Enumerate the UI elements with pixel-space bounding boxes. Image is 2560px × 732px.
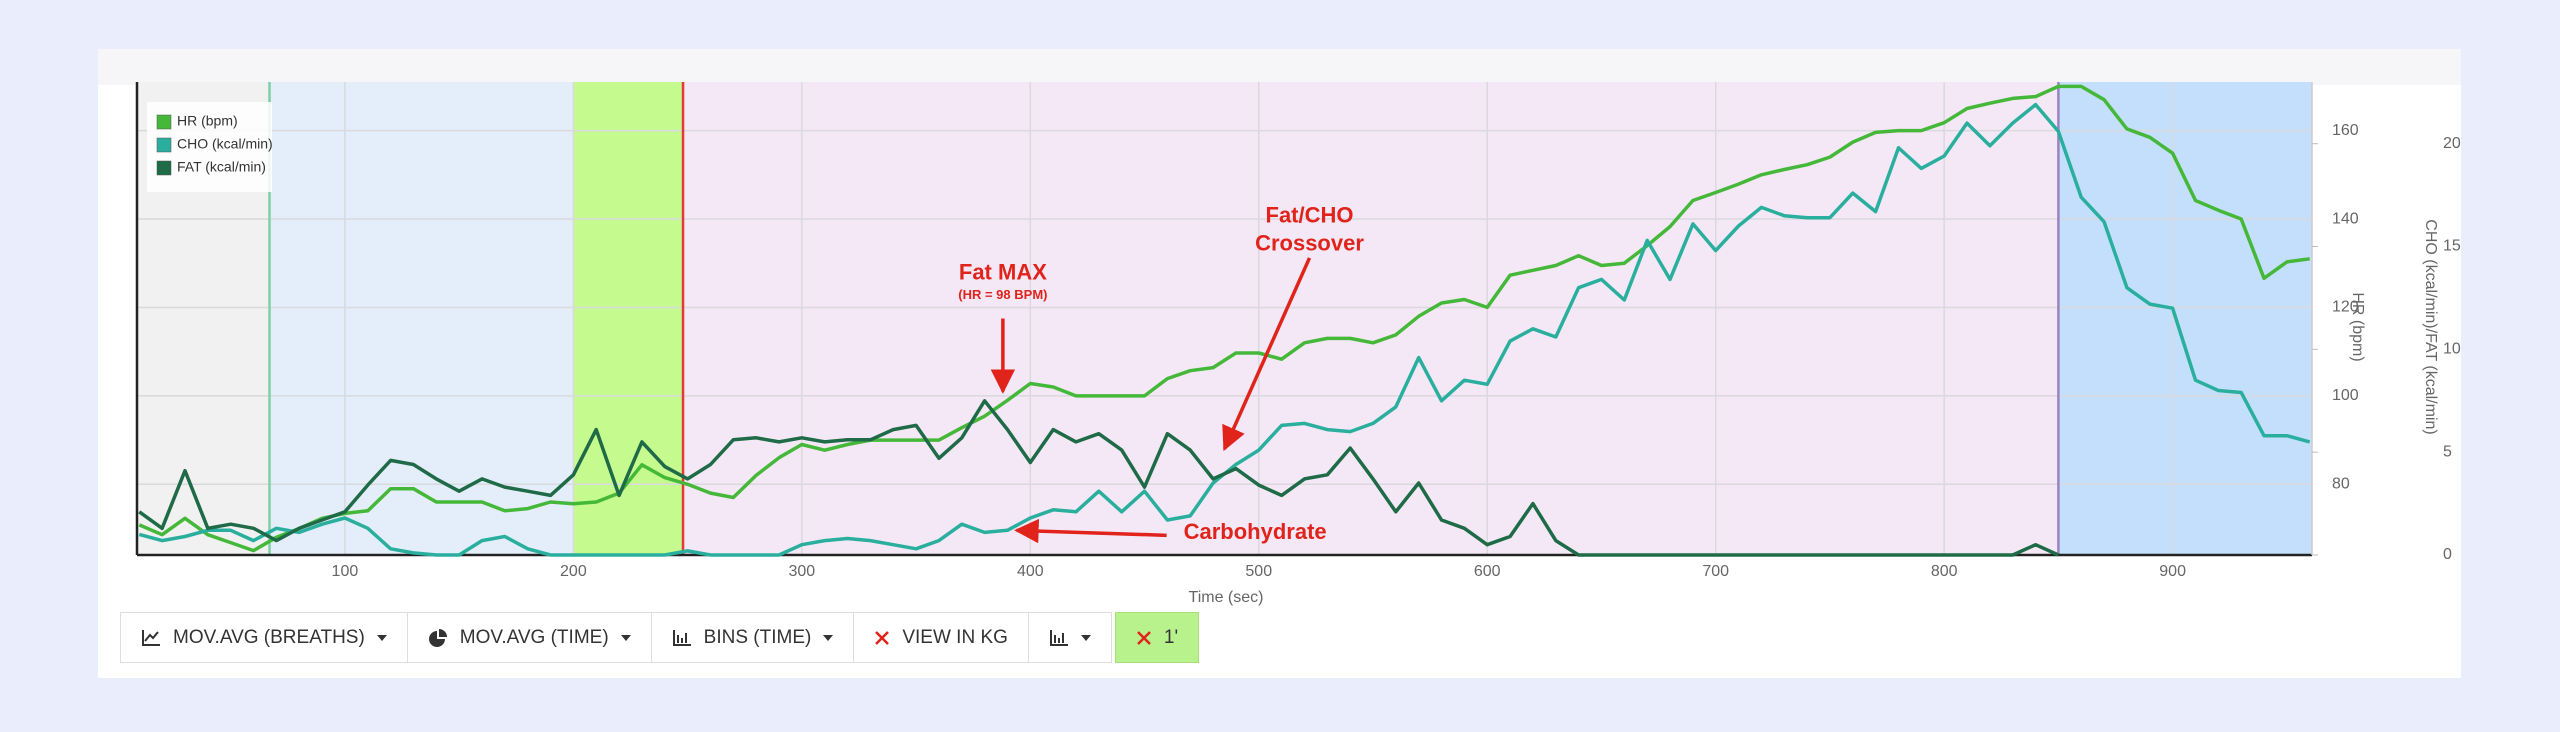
legend: HR (bpm) CHO (kcal/min) FAT (kcal/min) <box>147 102 273 192</box>
annotation-subtext: (HR = 98 BPM) <box>958 287 1047 302</box>
x-tick-label: 300 <box>788 563 815 580</box>
legend-swatch <box>156 114 172 130</box>
button-label: MOV.AVG (BREATHS) <box>173 626 365 648</box>
y2-tick-label: 5 <box>2443 443 2452 460</box>
toolbar-button[interactable] <box>1027 612 1112 663</box>
icon <box>428 628 447 647</box>
x-tick-label: 400 <box>1017 563 1044 580</box>
y2-axis-title: CHO (kcal/min)/FAT (kcal/min) <box>2422 219 2439 434</box>
y2-tick-label: 15 <box>2443 238 2461 255</box>
y-tick-label: 140 <box>2332 210 2359 227</box>
caret <box>1080 634 1091 641</box>
y-tick-label: 120 <box>2332 299 2359 316</box>
y2-tick-label: 0 <box>2443 546 2452 563</box>
y-axis-title: HR (bpm) <box>2349 292 2366 361</box>
button-label: MOV.AVG (TIME) <box>459 626 609 648</box>
icon <box>875 630 890 645</box>
annotation-arrow <box>1222 257 1312 452</box>
x-tick-label: 900 <box>2159 563 2186 580</box>
toolbar-button[interactable]: MOV.AVG (BREATHS) <box>120 612 408 663</box>
icon <box>1049 629 1068 646</box>
button-label: BINS (TIME) <box>703 626 812 648</box>
toolbar-button[interactable]: BINS (TIME) <box>650 612 855 663</box>
x-tick-label: 700 <box>1702 563 1729 580</box>
x-tick-label: 200 <box>560 563 587 580</box>
series-line <box>138 84 2310 553</box>
toolbar-button[interactable]: MOV.AVG (TIME) <box>406 612 652 663</box>
y2-tick-label: 10 <box>2443 341 2461 358</box>
y-tick-label: 100 <box>2332 387 2359 404</box>
annotation-text: Crossover <box>1255 231 1364 256</box>
phase-band <box>2058 82 2312 555</box>
annotation-arrow <box>1014 518 1167 544</box>
toolbar-button[interactable]: VIEW IN KG <box>853 612 1029 663</box>
caret <box>823 634 834 641</box>
annotation-text: Fat/CHO <box>1266 203 1354 228</box>
toolbar: MOV.AVG (BREATHS) MOV.AVG (TIME) BINS (T… <box>120 612 1200 663</box>
y-tick-label: 80 <box>2332 475 2350 492</box>
x-axis-title: Time (sec) <box>1189 589 1264 606</box>
button-label: 1' <box>1163 626 1179 648</box>
series-line <box>138 399 2060 557</box>
icon <box>1137 630 1151 645</box>
x-tick-label: 600 <box>1474 563 1501 580</box>
annotation-text: Fat MAX <box>959 259 1047 284</box>
legend-label: CHO (kcal/min) <box>177 136 273 152</box>
y2-tick-label: 20 <box>2443 135 2461 152</box>
panel-header <box>98 49 2461 85</box>
legend-label: HR (bpm) <box>177 113 238 129</box>
x-tick-label: 500 <box>1245 563 1272 580</box>
x-tick-label: 100 <box>332 563 359 580</box>
legend-swatch <box>156 137 172 153</box>
annotation-text: Carbohydrate <box>1184 519 1327 544</box>
legend-label: FAT (kcal/min) <box>177 159 266 175</box>
icon <box>672 629 691 646</box>
icon <box>142 629 160 646</box>
legend-swatch <box>156 160 172 176</box>
button-label: VIEW IN KG <box>902 626 1008 648</box>
toolbar-button[interactable]: 1' <box>1114 612 1200 663</box>
phase-band <box>269 82 574 555</box>
x-tick-label: 800 <box>1931 563 1958 580</box>
caret <box>376 634 387 641</box>
caret <box>620 634 631 641</box>
y-tick-label: 160 <box>2332 122 2359 139</box>
